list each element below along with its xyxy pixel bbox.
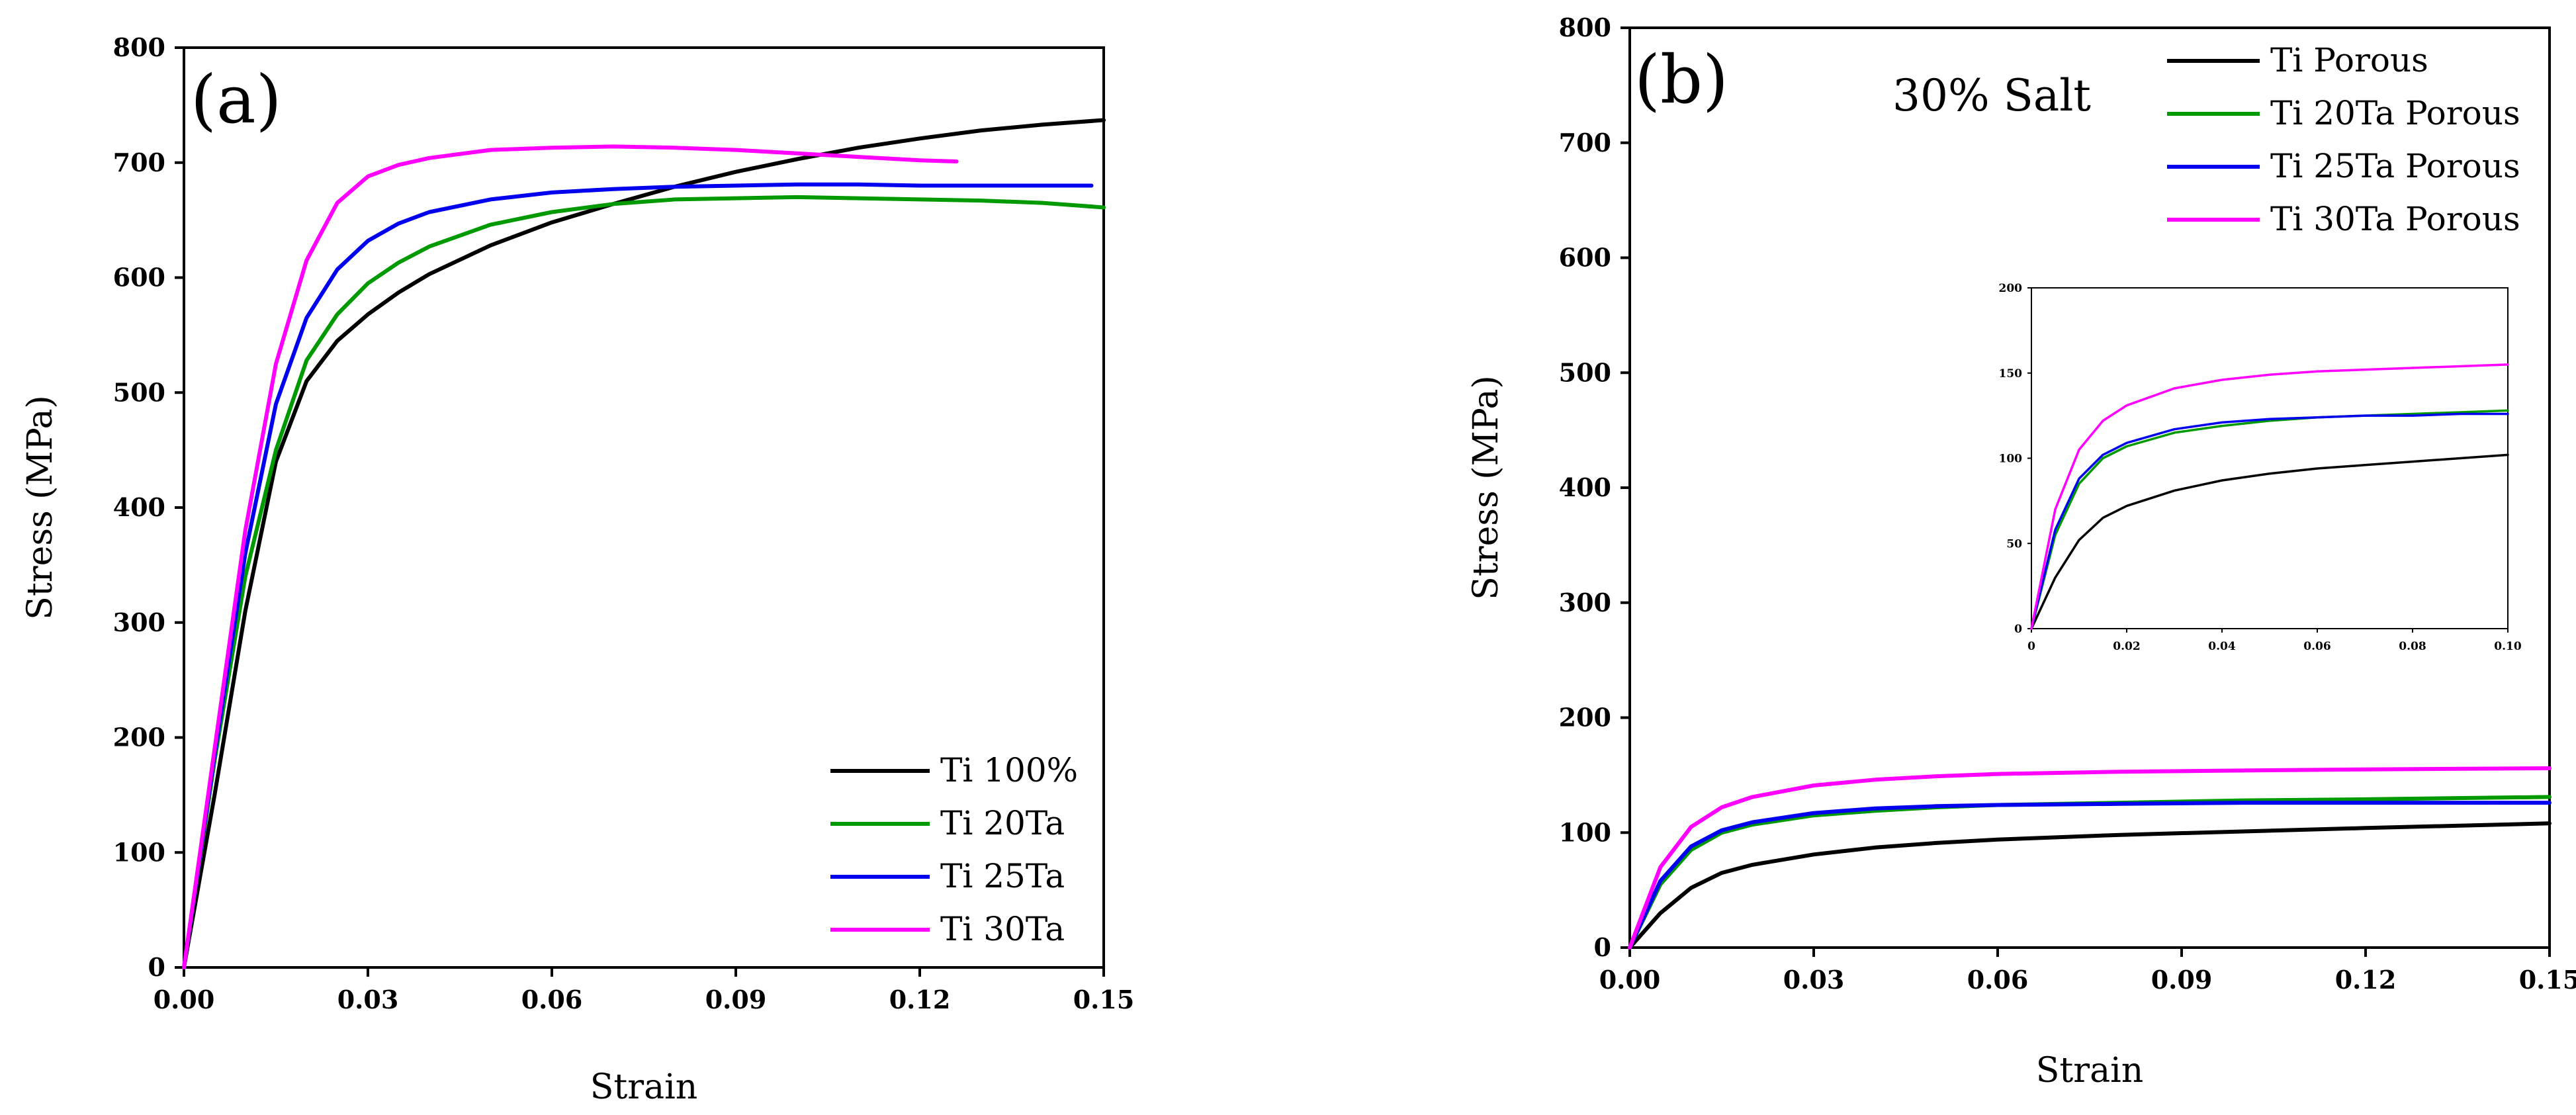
panel-a-xtick-label: 0.09 [705,985,767,1014]
panel-b-ytick-label: 200 [1559,703,1611,733]
panel-b-series-line-ti-25ta-porous [1628,801,2552,950]
panel-b-ytick-label: 600 [1559,243,1611,273]
panel-b-ytick-label: 300 [1559,588,1611,617]
inset-series-line-ti-30ta-porous [2030,363,2509,630]
inset-ytick-label: 100 [1999,453,2023,466]
panel-a-ytick-label: 100 [113,837,165,867]
panel-a-xtick-label: 0.12 [889,985,951,1014]
panel-b-xtick-label: 0.09 [2151,965,2213,995]
panel-b-label: (b) [1634,41,1728,118]
panel-b-ylabel: Stress (MPa) [1466,375,1506,600]
inset-ytick-label: 50 [2006,537,2022,551]
panel-a-xtick-label: 0.00 [154,985,215,1014]
panel-a-series-line-ti-30ta [182,144,959,969]
panel-a-legend-label: Ti 30Ta [940,910,1065,948]
inset-xtick-label: 0.06 [2303,640,2331,653]
inset-ytick-label: 0 [2014,623,2022,636]
panel-b: (b) 30% Salt Strain Stress (MPa) 0 0.02 0.… [1466,13,2576,1091]
panel-a-ytick-label: 0 [148,952,165,982]
panel-b-ytick-label: 400 [1559,472,1611,502]
inset-series-line-ti-20ta-porous [2030,409,2509,630]
panel-a-ylabel: Stress (MPa) [21,395,60,620]
inset-xtick-label: 0.02 [2113,640,2140,653]
panel-b-inset: 0 0.02 0.04 0.06 0.08 0.10 0 50 100 150 200 [1999,282,2522,653]
panel-a-ytick-label: 500 [113,377,165,407]
inset-ytick-label: 150 [1999,367,2023,380]
panel-b-series-line-ti-porous [1628,821,2552,950]
panel-b-annotation: 30% Salt [1892,70,2091,121]
panel-b-xtick-label: 0.12 [2335,965,2397,995]
panel-a-ytick-label: 400 [113,492,165,522]
panel-b-xtick-label: 0.03 [1783,965,1845,995]
panel-b-legend-label: Ti Porous [2270,41,2428,79]
inset-series-line-ti-porous [2030,453,2509,630]
inset-xtick-label: 0.04 [2208,640,2236,653]
panel-a-legend-label: Ti 100% [940,751,1078,789]
panel-a-series-line-ti-20ta [182,195,1106,969]
panel-a-series-line-ti-25ta [182,182,1094,969]
panel-a-legend-label: Ti 20Ta [940,804,1065,842]
panel-a-series-line-ti-100 [182,118,1106,969]
panel-b-legend-label: Ti 20Ta Porous [2270,94,2520,132]
panel-b-xtick-label: 0.15 [2519,965,2576,995]
panel-b-ytick-label: 700 [1559,128,1611,157]
inset-xtick-label: 0 [2027,640,2035,653]
panel-a-xlabel: Strain [590,1067,698,1107]
panel-a: (a) Strain Stress (MPa) 0.00 0.03 0.06 0.09… [21,32,1134,1107]
panel-b-xtick-label: 0.06 [1967,965,2029,995]
inset-frame [2031,287,2509,629]
panel-b-xlabel: Strain [2036,1051,2144,1091]
panel-a-xtick-label: 0.06 [521,985,583,1014]
panel-b-legend-label: Ti 30Ta Porous [2270,200,2520,238]
panel-a-ytick-label: 200 [113,723,165,752]
panel-b-legend-label: Ti 25Ta Porous [2270,147,2520,185]
panel-a-ytick-label: 800 [113,32,165,62]
panel-a-legend-label: Ti 25Ta [940,857,1065,895]
panel-b-ytick-label: 0 [1594,932,1611,962]
panel-b-series-line-ti-30ta-porous [1628,766,2552,950]
panel-a-label: (a) [191,61,282,138]
panel-a-xtick-label: 0.15 [1073,985,1135,1014]
panel-b-ytick-label: 800 [1559,13,1611,42]
panel-b-xtick-label: 0.00 [1599,965,1661,995]
panel-a-ytick-label: 300 [113,607,165,637]
panel-b-ytick-label: 100 [1559,817,1611,847]
inset-xtick-label: 0.10 [2494,640,2522,653]
panel-b-series-line-ti-20ta-porous [1628,795,2552,950]
panel-b-ytick-label: 500 [1559,357,1611,387]
panel-a-ytick-label: 700 [113,148,165,177]
inset-ytick-label: 200 [1999,282,2023,295]
inset-xtick-label: 0.08 [2399,640,2426,653]
panel-a-ytick-label: 600 [113,263,165,292]
inset-series-line-ti-25ta-porous [2030,412,2509,630]
panel-a-xtick-label: 0.03 [337,985,399,1014]
